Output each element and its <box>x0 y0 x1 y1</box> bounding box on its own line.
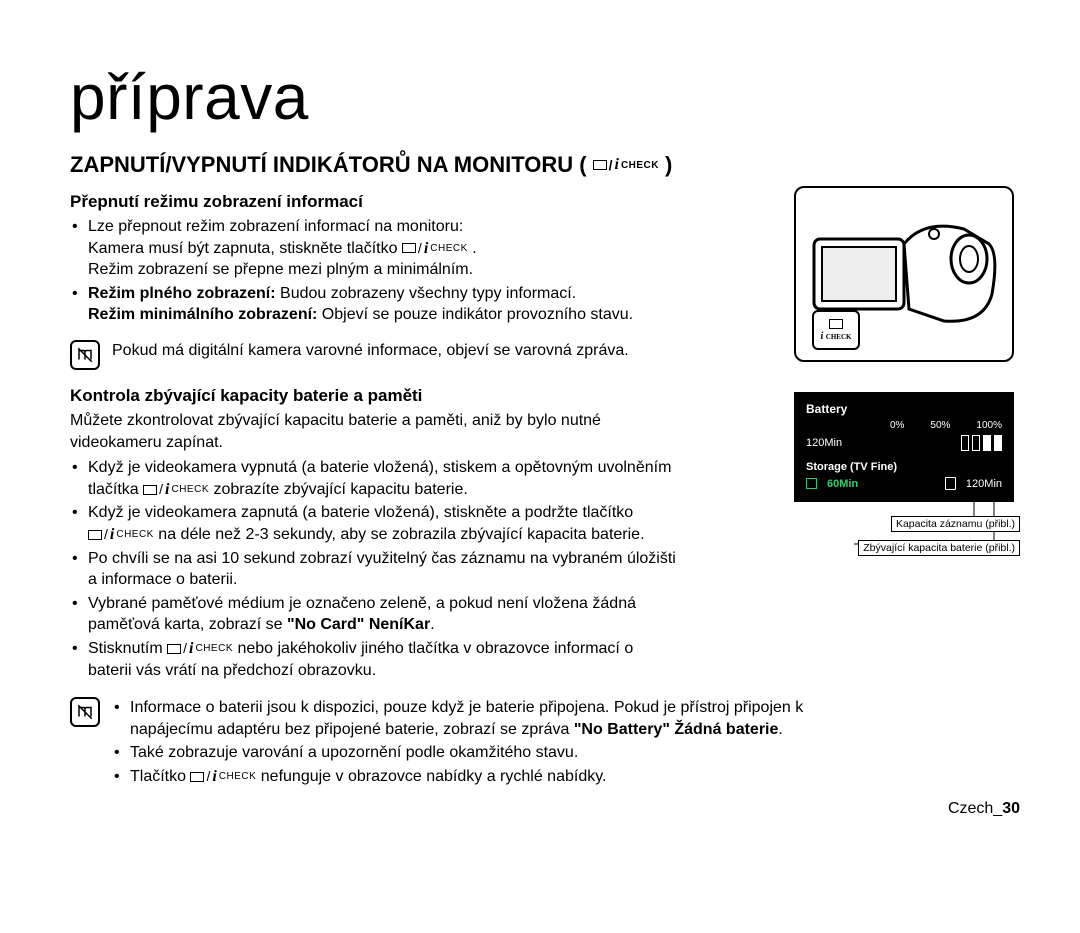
card-icon <box>945 477 956 490</box>
list-item: Lze přepnout režim zobrazení informací n… <box>70 216 770 281</box>
text: baterii vás vrátí na předchozí obrazovku… <box>88 662 376 679</box>
list-item: Také zobrazuje varování a upozornění pod… <box>112 742 1020 764</box>
pct-50: 50% <box>930 420 950 431</box>
text: Vybrané paměťové médium je označeno zele… <box>88 595 636 612</box>
list-capacity: Když je videokamera vypnutá (a baterie v… <box>70 457 770 681</box>
caption-battery-capacity: Zbývající kapacita baterie (přibl.) <box>858 540 1020 556</box>
text: Když je videokamera zapnutá (a baterie v… <box>88 504 633 521</box>
caption-record-capacity: Kapacita záznamu (přibl.) <box>891 516 1020 532</box>
intro-line-2: videokameru zapínat. <box>70 432 770 454</box>
display-check-icon: /iCHECK <box>88 524 154 546</box>
camera-illustration: i CHECK <box>794 186 1014 362</box>
text-bold: Režim plného zobrazení: <box>88 285 276 302</box>
text: Režim zobrazení se přepne mezi plným a m… <box>88 261 473 278</box>
page-num-value: 30 <box>1002 800 1020 817</box>
note-block-2: Informace o baterii jsou k dispozici, po… <box>70 697 1020 789</box>
heading-text-tail: ) <box>665 152 672 178</box>
text: Stisknutím <box>88 640 167 657</box>
note2-list: Informace o baterii jsou k dispozici, po… <box>112 697 1020 787</box>
subheading-display-mode: Přepnutí režimu zobrazení informací <box>70 192 770 212</box>
text-bold: "No Card" NeníKar <box>287 616 430 633</box>
text: Budou zobrazeny všechny typy informací. <box>276 285 577 302</box>
text-bold: "No Battery" Žádná baterie <box>574 721 779 738</box>
text: Objeví se pouze indikátor provozního sta… <box>317 306 633 323</box>
text: Informace o baterii jsou k dispozici, po… <box>130 699 803 716</box>
list-item: Režim plného zobrazení: Budou zobrazeny … <box>70 283 770 326</box>
text: zobrazíte zbývající kapacitu baterie. <box>209 481 468 498</box>
display-check-icon: /iCHECK <box>402 238 468 260</box>
text: Kamera musí být zapnuta, stiskněte tlačí… <box>88 240 402 257</box>
text: napájecímu adaptéru bez připojené bateri… <box>130 721 574 738</box>
subheading-capacity: Kontrola zbývající kapacity baterie a pa… <box>70 386 770 406</box>
storage-row: 60Min 120Min <box>806 477 1002 490</box>
note-icon <box>70 697 100 727</box>
display-button-callout: i CHECK <box>812 310 860 350</box>
card-time: 120Min <box>966 478 1002 490</box>
intro-line-1: Můžete zkontrolovat zbývající kapacitu b… <box>70 410 770 432</box>
list-item: Vybrané paměťové médium je označeno zele… <box>70 593 770 636</box>
list-item: Po chvíli se na asi 10 sekund zobrazí vy… <box>70 548 770 591</box>
text: paměťová karta, zobrazí se <box>88 616 287 633</box>
text-bold: Režim minimálního zobrazení: <box>88 306 317 323</box>
list-item: Informace o baterii jsou k dispozici, po… <box>112 697 1020 740</box>
callout-captions: Kapacita záznamu (přibl.) Zbývající kapa… <box>794 502 1020 562</box>
pct-0: 0% <box>890 420 904 431</box>
list-item: Tlačítko /iCHECK nefunguje v obrazovce n… <box>112 766 1020 788</box>
list-display-mode: Lze přepnout režim zobrazení informací n… <box>70 216 770 326</box>
page-label: Czech <box>948 800 993 817</box>
list-item: Když je videokamera vypnutá (a baterie v… <box>70 457 770 500</box>
display-check-icon: /iCHECK <box>190 766 256 788</box>
text: . <box>778 721 782 738</box>
text: nefunguje v obrazovce nabídky a rychlé n… <box>256 768 606 785</box>
text: tlačítka <box>88 481 143 498</box>
text: Když je videokamera vypnutá (a baterie v… <box>88 459 671 476</box>
text: Tlačítko <box>130 768 190 785</box>
pct-100: 100% <box>976 420 1002 431</box>
text: a informace o baterii. <box>88 571 237 588</box>
text: nebo jakéhokoliv jiného tlačítka v obraz… <box>233 640 633 657</box>
battery-minutes: 120Min <box>806 437 842 449</box>
display-check-icon: /iCHECK <box>167 638 233 660</box>
heading-text-main: ZAPNUTÍ/VYPNUTÍ INDIKÁTORŮ NA MONITORU ( <box>70 152 587 178</box>
text: Lze přepnout režim zobrazení informací n… <box>88 218 463 235</box>
note-block-1: Pokud má digitální kamera varovné inform… <box>70 340 770 370</box>
note-text: Pokud má digitální kamera varovné inform… <box>112 340 770 362</box>
section-heading: ZAPNUTÍ/VYPNUTÍ INDIKÁTORŮ NA MONITORU (… <box>70 152 1020 178</box>
display-check-icon: /iCHECK <box>593 156 659 174</box>
page-title: příprava <box>70 60 1020 134</box>
text: na déle než 2-3 sekundy, aby se zobrazil… <box>154 526 645 543</box>
internal-memory-icon <box>806 478 817 489</box>
note-icon <box>70 340 100 370</box>
percent-row: 0% 50% 100% <box>806 420 1002 431</box>
battery-bars <box>961 435 1002 451</box>
page-number: Czech_30 <box>948 800 1020 818</box>
storage-label: Storage (TV Fine) <box>806 461 1002 473</box>
text: Po chvíli se na asi 10 sekund zobrazí vy… <box>88 550 676 567</box>
list-item: Stisknutím /iCHECK nebo jakéhokoliv jiné… <box>70 638 770 681</box>
battery-info-screen: Battery 0% 50% 100% 120Min Storage (TV F… <box>794 392 1014 502</box>
battery-label: Battery <box>806 402 1002 416</box>
list-item: Když je videokamera zapnutá (a baterie v… <box>70 502 770 545</box>
internal-time: 60Min <box>827 478 858 490</box>
display-check-icon: /iCHECK <box>143 479 209 501</box>
text: . <box>430 616 434 633</box>
